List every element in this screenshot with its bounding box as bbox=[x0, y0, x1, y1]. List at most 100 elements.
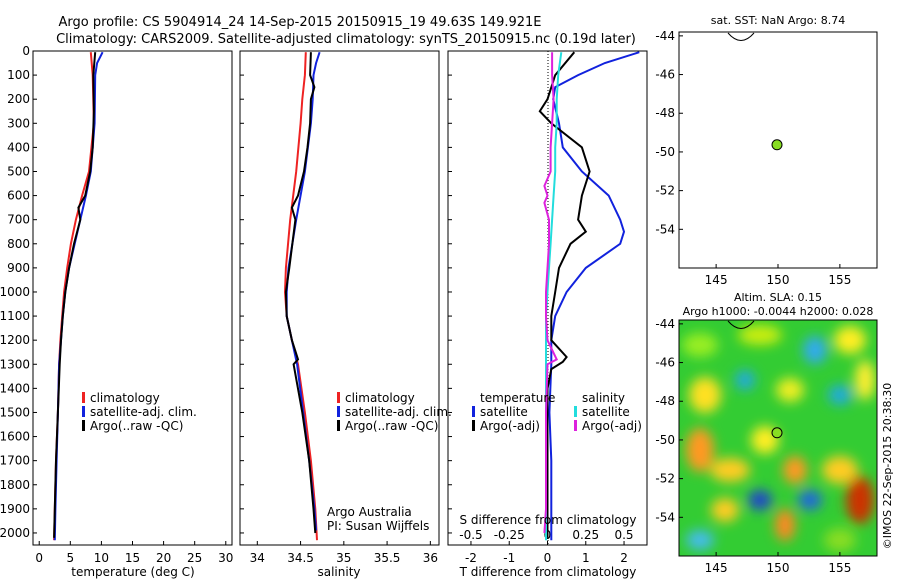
x-tick-label: 30 bbox=[218, 551, 233, 565]
diff-legend-swatch-t-satellite bbox=[472, 406, 475, 417]
difference-panel: -2 -1 0 1 2-0.5 -0.25 0 0.25 0.5 temperature sal… bbox=[447, 50, 648, 579]
legend-swatch-satellite bbox=[82, 406, 85, 417]
salinity-xlabel: salinity bbox=[317, 565, 360, 579]
sla-blob bbox=[775, 509, 795, 541]
title-line1: Argo profile: CS 5904914_24 14-Sep-2015 … bbox=[58, 15, 541, 30]
temperature-xlabel: temperature (deg C) bbox=[71, 565, 194, 579]
x-tick-label: 34 bbox=[250, 551, 265, 565]
map-y-tick-label: -46 bbox=[655, 356, 675, 370]
legend-swatch-argo bbox=[82, 420, 85, 431]
difference-xlabel: T difference from climatology bbox=[459, 565, 637, 579]
series-line-climatology bbox=[53, 52, 95, 541]
sla-blob bbox=[822, 456, 858, 484]
map-x-tick-label: 150 bbox=[767, 561, 790, 575]
sst-coastline bbox=[727, 32, 755, 41]
diff-legend-swatch-t-argo bbox=[472, 420, 475, 431]
sla-heatmap bbox=[679, 320, 877, 556]
y-tick-label: 1000 bbox=[0, 285, 30, 299]
sla-blob bbox=[776, 378, 804, 402]
temperature-panel: 0 5 10 15 20 25 300100200300400500600700800900… bbox=[0, 44, 233, 579]
y-tick-label: 2000 bbox=[0, 526, 30, 540]
series-line-satellite-adj-clim- bbox=[285, 51, 321, 531]
y-tick-label: 300 bbox=[7, 116, 30, 130]
y-tick-label: 1800 bbox=[0, 478, 30, 492]
x-tick-label: 15 bbox=[125, 551, 140, 565]
sla-blob bbox=[855, 360, 875, 400]
sal-legend-label-argo: Argo(..raw -QC) bbox=[345, 419, 438, 433]
sla-coastline bbox=[727, 320, 755, 329]
diff-legend-label-t-satellite: satellite bbox=[480, 405, 528, 419]
sla-blob bbox=[824, 528, 856, 552]
watermark: ©IMOS 22-Sep-2015 20:38:30 bbox=[881, 383, 894, 549]
map-y-tick-label: -50 bbox=[655, 433, 675, 447]
sla-map-title: Altim. SLA: 0.15 bbox=[734, 291, 822, 304]
legend-swatch-climatology bbox=[82, 392, 85, 403]
sal-legend-swatch-climatology bbox=[337, 392, 340, 403]
diff-legend-swatch-s-satellite bbox=[574, 406, 577, 417]
series-line-argo-adj- bbox=[538, 51, 591, 538]
x-tick-label: 35 bbox=[336, 551, 351, 565]
map-x-tick-label: 150 bbox=[767, 273, 790, 287]
difference-legend: temperature salinity satellite Argo(-adj… bbox=[472, 391, 642, 433]
sla-blob bbox=[803, 336, 827, 364]
x-tick-label: 1 bbox=[582, 551, 590, 565]
sla-blob bbox=[711, 498, 739, 522]
sal-note-2: PI: Susan Wijffels bbox=[327, 519, 429, 533]
sal-legend-swatch-argo bbox=[337, 420, 340, 431]
map-y-tick-label: -44 bbox=[655, 29, 675, 43]
salinity-panel: 34 34.5 35 35.5 36 climatology satellite-adj… bbox=[239, 50, 452, 579]
sla-blob bbox=[738, 325, 782, 345]
top-tick-label: -0.25 bbox=[494, 528, 525, 542]
y-tick-label: 1200 bbox=[0, 333, 30, 347]
x-tick-label: -1 bbox=[503, 551, 515, 565]
sst-map-panel: sat. SST: NaN Argo: 8.74 145 150 155 -44 -46… bbox=[655, 14, 878, 287]
series-line-argo-adj- bbox=[543, 52, 559, 534]
y-tick-label: 600 bbox=[7, 189, 30, 203]
salinity-legend: climatology satellite-adj. clim. Argo(..… bbox=[337, 391, 452, 433]
map-y-tick-label: -48 bbox=[655, 394, 675, 408]
map-x-tick-label: 145 bbox=[705, 561, 728, 575]
x-tick-label: -2 bbox=[465, 551, 477, 565]
legend-label-argo: Argo(..raw -QC) bbox=[90, 419, 183, 433]
x-tick-label: 36 bbox=[423, 551, 438, 565]
x-tick-label: 34.5 bbox=[287, 551, 314, 565]
y-tick-label: 0 bbox=[22, 44, 30, 58]
series-line-satellite-adj-clim- bbox=[53, 51, 104, 541]
map-y-tick-label: -54 bbox=[655, 510, 675, 524]
y-tick-label: 1600 bbox=[0, 430, 30, 444]
y-tick-label: 700 bbox=[7, 213, 30, 227]
x-tick-label: 5 bbox=[66, 551, 74, 565]
sst-map-title: sat. SST: NaN Argo: 8.74 bbox=[711, 14, 845, 27]
top-tick-label: 0.25 bbox=[572, 528, 599, 542]
diff-legend-label-s-argo: Argo(-adj) bbox=[582, 419, 642, 433]
sla-blob bbox=[783, 456, 807, 484]
sla-map-subtitle: Argo h1000: -0.0044 h2000: 0.028 bbox=[683, 305, 874, 318]
sla-blob bbox=[846, 476, 874, 524]
x-tick-label: 35.5 bbox=[374, 551, 401, 565]
y-tick-label: 100 bbox=[7, 68, 30, 82]
salinity-frame bbox=[239, 50, 440, 546]
diff-legend-swatch-s-argo bbox=[574, 420, 577, 431]
y-tick-label: 1300 bbox=[0, 357, 30, 371]
legend-label-climatology: climatology bbox=[90, 391, 160, 405]
difference-xlabel-top: S difference from climatology bbox=[460, 513, 637, 527]
sla-blob bbox=[834, 326, 866, 354]
map-y-tick-label: -50 bbox=[655, 145, 675, 159]
sal-legend-label-climatology: climatology bbox=[345, 391, 415, 405]
legend-header-salinity: salinity bbox=[582, 391, 625, 405]
sla-blob bbox=[828, 385, 852, 405]
map-y-tick-label: -52 bbox=[655, 472, 675, 486]
map-y-tick-label: -52 bbox=[655, 184, 675, 198]
sal-legend-swatch-satellite bbox=[337, 406, 340, 417]
x-tick-label: 0 bbox=[544, 551, 552, 565]
legend-header-temperature: temperature bbox=[480, 391, 555, 405]
map-x-tick-label: 145 bbox=[705, 273, 728, 287]
series-line-climatology bbox=[283, 52, 318, 541]
sla-blob bbox=[682, 333, 718, 357]
series-line-satellite bbox=[548, 51, 640, 541]
sla-map-panel: Altim. SLA: 0.15 Argo h1000: -0.0044 h20… bbox=[655, 291, 878, 575]
y-tick-label: 500 bbox=[7, 164, 30, 178]
sla-blob bbox=[735, 370, 755, 390]
series-line-argo-raw-qc- bbox=[284, 52, 317, 534]
